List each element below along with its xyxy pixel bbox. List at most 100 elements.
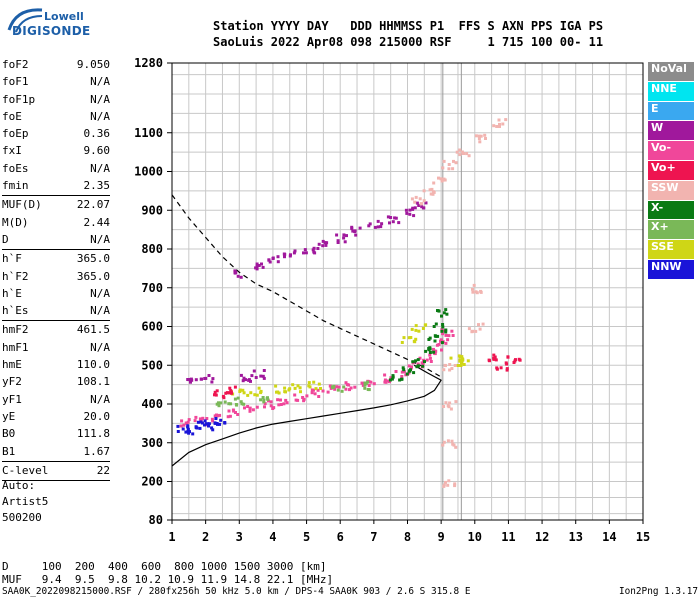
- param-row: fxI 9.60: [2, 142, 110, 159]
- header-line2: SaoLuis 2022 Apr08 098 215000 RSF 1 715 …: [213, 35, 604, 49]
- x-tick-label: 12: [535, 530, 549, 544]
- echo-point: [276, 398, 289, 407]
- param-name: B1: [2, 444, 16, 458]
- param-name: hmF1: [2, 340, 29, 354]
- param-name: hmE: [2, 358, 22, 372]
- echo-point: [307, 380, 322, 391]
- echo-point: [411, 201, 428, 210]
- plot-frame: [171, 62, 644, 521]
- param-value: 461.5: [76, 323, 110, 337]
- param-row: h`F 365.0: [2, 250, 110, 267]
- param-value: N/A: [90, 392, 110, 406]
- param-value: 22.07: [76, 198, 110, 212]
- echo-point: [386, 215, 401, 225]
- x-tick-label: 9: [438, 530, 445, 544]
- header-line1: Station YYYY DAY DDD HHMMSS P1 FFS S AXN…: [213, 19, 604, 33]
- param-name: fxI: [2, 144, 22, 158]
- auto-version: 500200: [2, 511, 42, 524]
- muf-value-row: MUF 9.4 9.5 9.8 10.2 10.9 11.9 14.8 22.1…: [2, 573, 334, 586]
- echo-point: [432, 176, 447, 185]
- param-row: h`Es N/A: [2, 302, 110, 319]
- legend-item: NoVal: [648, 62, 694, 81]
- footer-left: SAA0K_2022098215000.RSF / 280fx256h 50 k…: [2, 586, 471, 597]
- echo-point: [436, 308, 449, 318]
- echo-point: [367, 219, 384, 229]
- echo-point: [282, 249, 297, 259]
- param-name: B0: [2, 427, 16, 441]
- scaled-parameters-panel: foF2 9.050 foF1 N/A foF1p N/A foE N/A foEp 0.36 fx…: [2, 56, 111, 482]
- param-value: 9.050: [76, 58, 110, 71]
- y-tick-label: 80: [149, 513, 163, 527]
- echo-point: [215, 400, 233, 408]
- echo-point: [422, 187, 436, 196]
- param-separator: [2, 195, 110, 197]
- param-value: N/A: [90, 109, 110, 123]
- autoscaling-info: Auto: Artist5 500200: [2, 478, 48, 526]
- param-name: foF1: [2, 75, 29, 89]
- echo-point: [199, 374, 215, 384]
- y-tick-label: 1100: [134, 126, 163, 140]
- param-row: foF1 N/A: [2, 73, 110, 90]
- echo-point: [254, 262, 265, 271]
- echo-point: [427, 334, 444, 345]
- param-name: foEp: [2, 127, 29, 141]
- echo-point: [239, 373, 252, 383]
- legend-item: Vo-: [648, 141, 694, 160]
- param-separator: [2, 320, 110, 322]
- axis-tick-labels: 1 2 3 4 5 6 7 8 9 10 11 12 13 14 158020030040050060070…: [134, 56, 650, 544]
- param-name: foEs: [2, 161, 29, 175]
- echo-point: [492, 118, 508, 128]
- echo-point: [442, 400, 458, 411]
- echo-point: [487, 353, 498, 363]
- auto-program: Artist5: [2, 495, 49, 508]
- param-name: hmF2: [2, 323, 29, 337]
- param-separator: [2, 249, 110, 251]
- legend-item: NNE: [648, 81, 694, 101]
- param-row: B0 111.8: [2, 425, 110, 442]
- echo-point: [243, 405, 259, 413]
- param-row: C-level 22: [2, 462, 110, 479]
- param-name: C-level: [2, 463, 49, 477]
- param-name: yE: [2, 409, 16, 423]
- param-value: N/A: [90, 304, 110, 318]
- param-value: N/A: [90, 340, 110, 354]
- y-tick-label: 500: [141, 358, 163, 372]
- x-tick-label: 5: [303, 530, 310, 544]
- x-tick-label: 15: [636, 530, 650, 544]
- echo-point: [495, 361, 509, 372]
- echo-point: [176, 424, 190, 434]
- legend-item: Vo+: [648, 160, 694, 180]
- echo-point: [213, 417, 227, 426]
- echo-points: [176, 118, 522, 488]
- echo-point: [401, 366, 416, 376]
- legend-item: X-: [648, 200, 694, 220]
- echo-point: [213, 389, 228, 400]
- direction-legend: NoVal NNE E W Vo- Vo+ SSW X- X+ SSE NNW: [648, 62, 694, 280]
- echo-point: [442, 363, 457, 372]
- param-separator: [2, 480, 110, 482]
- echo-point: [474, 133, 487, 144]
- y-tick-label: 800: [141, 242, 163, 256]
- echo-point: [287, 383, 302, 394]
- param-row: fmin 2.35: [2, 177, 110, 194]
- lowell-digisonde-logo: Lowell DIGISONDE: [6, 6, 116, 46]
- param-row: hmE 110.0: [2, 356, 110, 373]
- footer-right: Ion2Png 1.3.17: [618, 586, 698, 597]
- x-tick-label: 8: [404, 530, 411, 544]
- param-value: 110.0: [76, 358, 110, 372]
- echo-point: [233, 396, 246, 407]
- param-value: 0.36: [83, 127, 111, 141]
- echo-point: [441, 439, 458, 449]
- legend-item: E: [648, 101, 694, 121]
- y-tick-label: 900: [141, 203, 163, 217]
- param-row: foEp 0.36: [2, 125, 110, 142]
- x-tick-label: 13: [568, 530, 582, 544]
- param-row: hmF1 N/A: [2, 339, 110, 356]
- x-tick-label: 6: [337, 530, 344, 544]
- param-name: foF2: [2, 58, 29, 71]
- echo-point: [441, 159, 458, 171]
- echo-point: [424, 346, 436, 354]
- echo-point: [330, 384, 346, 393]
- param-value: 1.67: [83, 444, 111, 458]
- param-name: h`E: [2, 286, 22, 300]
